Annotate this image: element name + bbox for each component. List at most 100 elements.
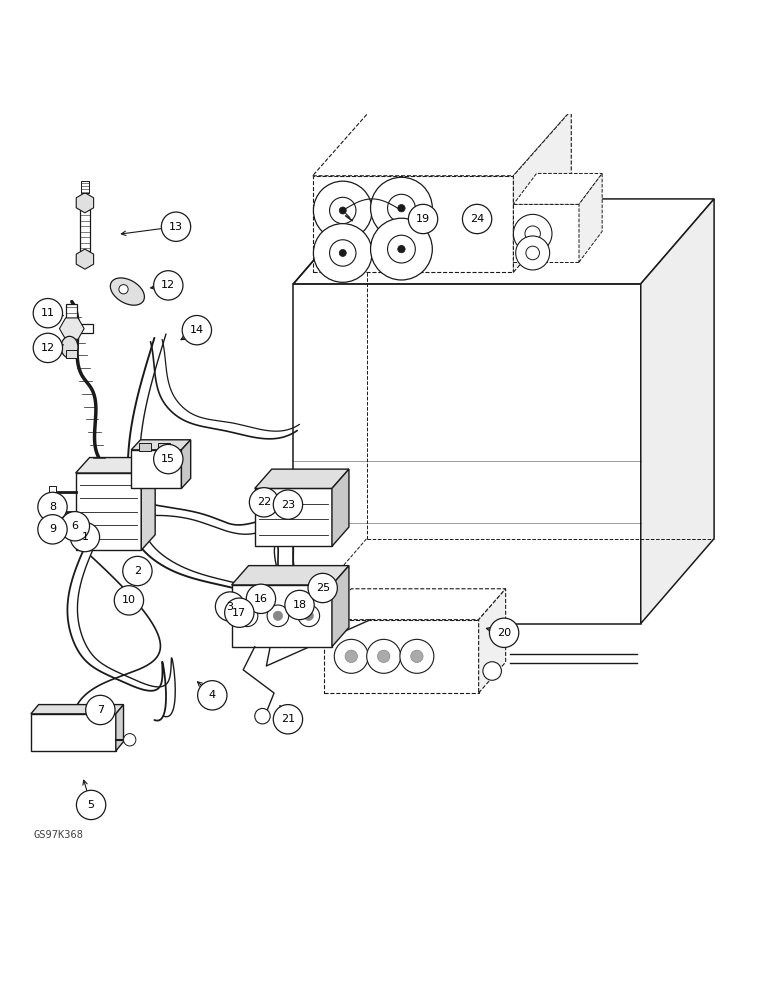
Circle shape	[378, 650, 390, 663]
Circle shape	[483, 662, 502, 680]
Polygon shape	[76, 249, 93, 269]
Polygon shape	[131, 440, 191, 450]
Circle shape	[400, 639, 434, 673]
Polygon shape	[293, 284, 641, 624]
Text: 1: 1	[81, 532, 89, 542]
Text: GS97K368: GS97K368	[33, 830, 83, 840]
Bar	[66, 304, 77, 353]
Circle shape	[334, 639, 368, 673]
Polygon shape	[181, 440, 191, 488]
Text: 12: 12	[41, 343, 55, 353]
Text: 7: 7	[96, 705, 104, 715]
Polygon shape	[255, 469, 349, 488]
Text: 9: 9	[49, 524, 56, 534]
Polygon shape	[313, 176, 513, 272]
Ellipse shape	[110, 278, 144, 305]
Polygon shape	[579, 173, 602, 262]
Circle shape	[398, 204, 405, 212]
Bar	[49, 525, 56, 537]
Circle shape	[330, 197, 356, 224]
Circle shape	[198, 681, 227, 710]
Text: 5: 5	[87, 800, 95, 810]
Circle shape	[114, 586, 144, 615]
Circle shape	[525, 226, 540, 241]
Circle shape	[38, 515, 67, 544]
Circle shape	[225, 598, 254, 627]
Text: 11: 11	[41, 308, 55, 318]
Circle shape	[398, 245, 405, 253]
Circle shape	[367, 639, 401, 673]
Circle shape	[339, 249, 347, 256]
Polygon shape	[255, 488, 332, 546]
Circle shape	[330, 240, 356, 266]
Polygon shape	[31, 705, 124, 714]
Circle shape	[246, 584, 276, 613]
Text: 25: 25	[316, 583, 330, 593]
Circle shape	[33, 333, 63, 363]
Circle shape	[242, 611, 252, 620]
Polygon shape	[513, 173, 602, 204]
Text: 2: 2	[134, 566, 141, 576]
Circle shape	[273, 611, 283, 620]
Bar	[80, 207, 90, 251]
Bar	[139, 443, 151, 451]
Bar	[49, 505, 56, 518]
Polygon shape	[332, 566, 349, 647]
Polygon shape	[76, 458, 155, 473]
Text: 22: 22	[257, 497, 271, 507]
Text: 4: 4	[208, 690, 216, 700]
Circle shape	[513, 214, 552, 253]
Text: 23: 23	[281, 500, 295, 510]
Circle shape	[411, 650, 423, 663]
Circle shape	[249, 488, 279, 517]
Text: 13: 13	[169, 222, 183, 232]
Polygon shape	[131, 450, 181, 488]
Circle shape	[70, 522, 100, 552]
Polygon shape	[513, 204, 579, 262]
Polygon shape	[641, 199, 714, 624]
Bar	[66, 350, 77, 358]
Circle shape	[86, 695, 115, 725]
Text: 8: 8	[49, 502, 56, 512]
Text: 24: 24	[470, 214, 484, 224]
Bar	[158, 443, 170, 451]
Circle shape	[304, 611, 313, 620]
Circle shape	[123, 556, 152, 586]
Text: 14: 14	[190, 325, 204, 335]
Circle shape	[526, 246, 540, 260]
Circle shape	[516, 236, 550, 270]
Circle shape	[236, 605, 258, 627]
Circle shape	[345, 650, 357, 663]
Ellipse shape	[61, 336, 78, 358]
Circle shape	[408, 204, 438, 234]
Polygon shape	[76, 473, 141, 550]
Polygon shape	[141, 458, 155, 550]
Polygon shape	[116, 705, 124, 751]
Bar	[76, 324, 93, 333]
Text: 16: 16	[254, 594, 268, 604]
Polygon shape	[332, 469, 349, 546]
Circle shape	[33, 299, 63, 328]
Circle shape	[371, 218, 432, 280]
Circle shape	[161, 212, 191, 241]
Polygon shape	[232, 585, 332, 647]
Polygon shape	[324, 589, 506, 620]
Circle shape	[38, 492, 67, 522]
Circle shape	[154, 444, 183, 474]
Text: 17: 17	[232, 608, 246, 618]
Text: 12: 12	[161, 280, 175, 290]
Circle shape	[60, 512, 90, 541]
Circle shape	[182, 315, 212, 345]
Circle shape	[267, 605, 289, 627]
Circle shape	[273, 490, 303, 519]
Circle shape	[215, 592, 245, 621]
Circle shape	[255, 708, 270, 724]
Text: 15: 15	[161, 454, 175, 464]
Circle shape	[298, 605, 320, 627]
Text: 6: 6	[71, 521, 79, 531]
Bar	[81, 181, 89, 193]
Text: 19: 19	[416, 214, 430, 224]
Circle shape	[124, 734, 136, 746]
Circle shape	[273, 705, 303, 734]
Polygon shape	[513, 110, 571, 272]
